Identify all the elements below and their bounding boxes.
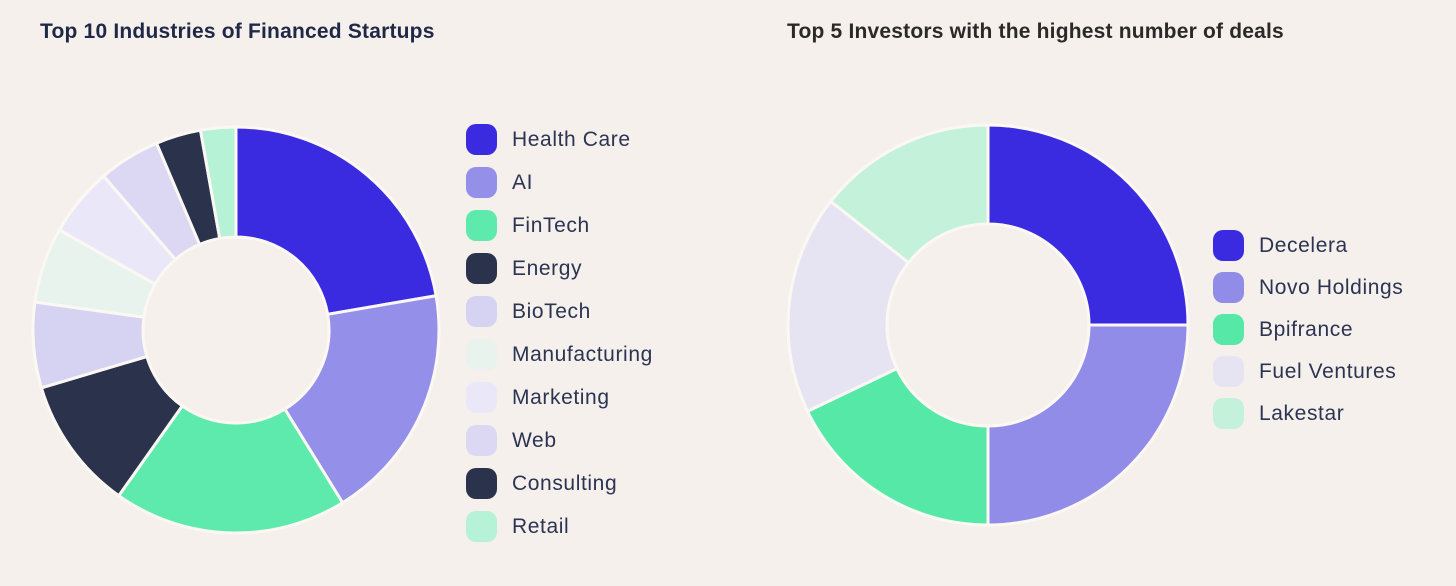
legend-swatch-ai	[466, 167, 497, 198]
legend-item-bpifrance: Bpifrance	[1213, 314, 1403, 345]
legend-label: BioTech	[512, 299, 591, 323]
legend-swatch-fuel-ventures	[1213, 356, 1244, 387]
legend-item-consulting: Consulting	[466, 468, 653, 499]
legend-item-fintech: FinTech	[466, 210, 653, 241]
legend-item-biotech: BioTech	[466, 296, 653, 327]
legend-swatch-consulting	[466, 468, 497, 499]
industries-chart-title: Top 10 Industries of Financed Startups	[40, 20, 435, 43]
industries-legend: Health Care AI FinTech Energy BioTech Manufac…	[466, 124, 653, 554]
legend-swatch-manufacturing	[466, 339, 497, 370]
legend-swatch-retail	[466, 511, 497, 542]
legend-swatch-bpifrance	[1213, 314, 1244, 345]
donut-segment-ai[interactable]	[282, 293, 441, 505]
investors-legend: Decelera Novo Holdings Bpifrance Fuel Ventu…	[1213, 230, 1403, 440]
legend-label: Marketing	[512, 385, 610, 409]
legend-item-lakestar: Lakestar	[1213, 398, 1403, 429]
investors-donut-chart	[786, 123, 1190, 527]
donut-segment-fintech[interactable]	[116, 403, 345, 535]
legend-label: FinTech	[512, 213, 590, 237]
legend-swatch-web	[466, 425, 497, 456]
legend-swatch-energy	[466, 253, 497, 284]
investors-chart-title: Top 5 Investors with the highest number …	[787, 20, 1284, 43]
legend-label: Consulting	[512, 471, 618, 495]
donut-segment-fuel-ventures[interactable]	[786, 199, 911, 414]
legend-swatch-fintech	[466, 210, 497, 241]
legend-item-fuel-ventures: Fuel Ventures	[1213, 356, 1403, 387]
donut-segment-retail[interactable]	[198, 125, 238, 241]
donut-segment-health-care[interactable]	[234, 125, 438, 317]
legend-item-ai: AI	[466, 167, 653, 198]
legend-swatch-decelera	[1213, 230, 1244, 261]
legend-label: AI	[512, 170, 534, 194]
legend-item-novo-holdings: Novo Holdings	[1213, 272, 1403, 303]
legend-label: Lakestar	[1259, 401, 1345, 425]
legend-label: Health Care	[512, 127, 631, 151]
legend-item-manufacturing: Manufacturing	[466, 339, 653, 370]
legend-swatch-lakestar	[1213, 398, 1244, 429]
donut-segment-lakestar[interactable]	[828, 123, 990, 265]
legend-swatch-marketing	[466, 382, 497, 413]
legend-label: Bpifrance	[1259, 317, 1354, 341]
legend-label: Retail	[512, 514, 570, 538]
legend-item-marketing: Marketing	[466, 382, 653, 413]
legend-item-web: Web	[466, 425, 653, 456]
industries-donut-chart	[31, 125, 441, 535]
legend-item-retail: Retail	[466, 511, 653, 542]
legend-item-health-care: Health Care	[466, 124, 653, 155]
donut-segment-decelera[interactable]	[986, 123, 1190, 327]
legend-label: Decelera	[1259, 233, 1348, 257]
legend-item-energy: Energy	[466, 253, 653, 284]
donut-segment-bpifrance[interactable]	[805, 366, 990, 527]
legend-swatch-health-care	[466, 124, 497, 155]
donut-segment-novo-holdings[interactable]	[986, 323, 1190, 527]
legend-label: Manufacturing	[512, 342, 653, 366]
legend-label: Fuel Ventures	[1259, 359, 1397, 383]
legend-label: Energy	[512, 256, 583, 280]
legend-item-decelera: Decelera	[1213, 230, 1403, 261]
legend-label: Novo Holdings	[1259, 275, 1404, 299]
legend-swatch-novo-holdings	[1213, 272, 1244, 303]
legend-swatch-biotech	[466, 296, 497, 327]
legend-label: Web	[512, 428, 557, 452]
